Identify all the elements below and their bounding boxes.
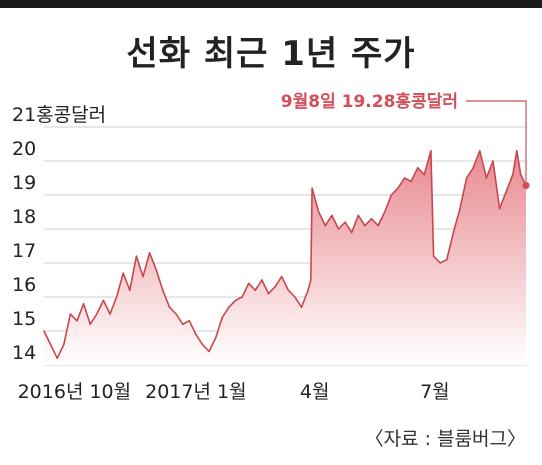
y-tick-label: 14 [12,342,36,364]
price-point [96,313,98,315]
price-point [162,289,164,292]
price-point [439,262,442,264]
latest-price-marker [522,181,530,190]
price-point [129,289,131,292]
price-point [280,275,283,278]
price-point [122,272,124,275]
price-point [350,231,353,234]
price-point [307,289,309,292]
price-point [294,296,296,298]
price-point [201,343,204,346]
price-point [168,306,171,309]
price-point [505,190,508,193]
price-point [234,299,237,302]
price-point [446,258,448,261]
price-point [241,296,243,298]
price-point [485,177,488,179]
price-point [89,323,91,326]
price-point [377,224,379,227]
price-point [228,306,230,309]
price-point [188,320,191,322]
y-tick-label: 21홍콩달러 [12,104,106,126]
price-point [181,323,184,326]
price-point [383,211,386,213]
price-point [310,279,312,281]
price-point [357,214,360,217]
price-point [261,279,263,281]
price-point [311,187,313,189]
price-point [247,282,250,285]
price-point [403,177,406,179]
price-point [155,269,157,271]
price-point [208,350,210,353]
price-point [479,150,481,152]
price-point [397,187,399,189]
x-tick-label: 2016년 10월 [18,381,132,403]
price-point [175,313,177,315]
y-tick-label: 19 [12,172,36,194]
price-point [492,160,494,162]
y-tick-label: 18 [12,206,36,228]
price-point [49,343,52,346]
price-point [82,303,85,305]
price-point [432,255,435,257]
price-point [221,316,224,319]
price-point [410,180,412,183]
price-point [452,231,455,234]
price-point [109,313,111,315]
chart-title: 선화 최근 1년 주가 [126,34,416,74]
price-point [214,337,217,339]
annotation-leader-line [466,100,527,182]
price-point [63,343,65,346]
price-point [195,333,197,336]
price-point [43,330,45,332]
price-point [300,306,303,309]
price-point [324,224,327,227]
price-point [331,214,333,217]
price-point [287,289,290,292]
x-tick-label: 4월 [300,381,330,403]
price-point [76,320,78,322]
price-point [115,296,118,298]
price-point [274,286,276,288]
price-point [317,211,320,213]
price-point [423,173,426,176]
price-point [459,207,461,210]
price-point [390,194,393,196]
price-point [344,221,346,223]
x-tick-label: 2017년 1월 [145,381,246,403]
y-tick-label: 20 [12,138,36,160]
price-point [519,173,522,176]
price-point [102,299,105,302]
price-point [370,218,373,220]
price-point [267,292,270,295]
price-point [498,207,501,210]
price-point [472,167,475,169]
price-point [69,313,72,315]
price-point [254,289,257,292]
price-point [337,228,340,230]
top-rule [0,0,542,8]
price-point [135,255,138,257]
y-tick-label: 15 [12,308,36,330]
price-point [148,252,151,254]
x-tick-label: 7월 [420,381,450,403]
price-point [142,275,144,278]
price-point [416,167,419,169]
price-point [364,224,366,227]
price-point [465,177,468,179]
price-point [430,150,432,152]
price-area-fill [44,150,526,365]
price-point [516,150,518,152]
y-tick-label: 17 [12,240,36,262]
price-point [512,173,514,176]
price-point [56,357,58,360]
annotation-label: 9월8일 19.28홍콩달러 [281,91,458,112]
source-note: 〈자료 : 블룸버그〉 [364,428,526,450]
y-tick-label: 16 [12,274,36,296]
